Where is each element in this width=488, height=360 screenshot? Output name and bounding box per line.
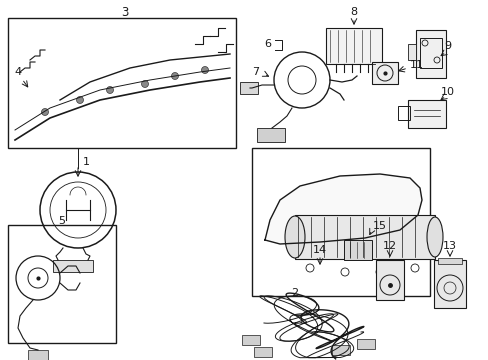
Text: 3: 3 bbox=[121, 6, 128, 19]
Bar bbox=[253, 347, 271, 357]
Bar bbox=[415, 30, 445, 78]
Bar bbox=[407, 44, 415, 60]
Bar bbox=[242, 335, 260, 345]
Bar bbox=[251, 148, 429, 296]
Text: 14: 14 bbox=[312, 245, 326, 255]
Bar bbox=[8, 18, 236, 148]
Bar bbox=[240, 82, 258, 94]
Bar bbox=[371, 62, 397, 84]
Ellipse shape bbox=[285, 216, 305, 258]
Circle shape bbox=[106, 86, 113, 94]
Bar bbox=[257, 128, 285, 142]
Text: 9: 9 bbox=[444, 41, 450, 51]
Text: 12: 12 bbox=[382, 241, 396, 251]
Bar bbox=[407, 100, 445, 128]
Text: 5: 5 bbox=[59, 216, 65, 226]
Circle shape bbox=[76, 96, 83, 104]
Circle shape bbox=[141, 81, 148, 87]
Bar bbox=[343, 240, 371, 260]
Text: 6: 6 bbox=[264, 39, 271, 49]
Bar bbox=[437, 258, 461, 264]
Circle shape bbox=[171, 72, 178, 80]
Text: 1: 1 bbox=[82, 157, 89, 167]
Bar bbox=[8, 225, 116, 343]
Ellipse shape bbox=[426, 217, 442, 257]
Circle shape bbox=[201, 67, 208, 73]
Bar bbox=[331, 345, 349, 355]
Polygon shape bbox=[264, 174, 421, 244]
Bar bbox=[356, 339, 374, 349]
Text: 4: 4 bbox=[15, 67, 21, 77]
Bar bbox=[433, 260, 465, 308]
Text: 15: 15 bbox=[372, 221, 386, 231]
Circle shape bbox=[41, 108, 48, 116]
Bar bbox=[375, 260, 403, 300]
Text: 10: 10 bbox=[440, 87, 454, 97]
Text: 11: 11 bbox=[409, 60, 423, 70]
Bar bbox=[397, 106, 409, 120]
Bar bbox=[419, 38, 441, 68]
Bar bbox=[53, 260, 93, 272]
Bar bbox=[28, 350, 48, 360]
Text: 13: 13 bbox=[442, 241, 456, 251]
Bar bbox=[294, 215, 434, 259]
Bar bbox=[325, 28, 381, 64]
Text: 7: 7 bbox=[252, 67, 259, 77]
Text: 2: 2 bbox=[291, 288, 298, 298]
Text: 8: 8 bbox=[350, 7, 357, 17]
